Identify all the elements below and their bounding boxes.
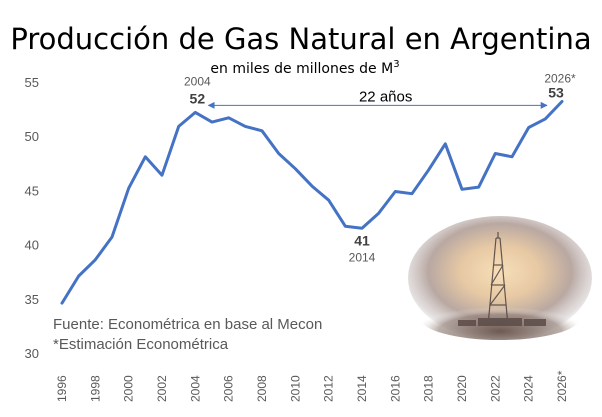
x-tick-label: 2010 bbox=[288, 375, 302, 402]
y-tick-label: 40 bbox=[25, 238, 39, 253]
x-tick-label: 2016 bbox=[388, 375, 402, 402]
y-tick-label: 55 bbox=[25, 75, 39, 90]
y-tick-label: 50 bbox=[25, 129, 39, 144]
x-tick-label: 2026* bbox=[555, 370, 569, 402]
x-tick-label: 2018 bbox=[422, 375, 436, 402]
x-tick-label: 2020 bbox=[455, 375, 469, 402]
x-axis-tick-labels: 1996 1998 2000 2002 2004 2006 2008 2010 2012 2014… bbox=[55, 370, 569, 402]
annotation-value: 52 bbox=[190, 90, 206, 106]
chart-subtitle-superscript: 3 bbox=[393, 59, 399, 70]
y-tick-label: 35 bbox=[25, 292, 39, 307]
estimate-note: *Estimación Econométrica bbox=[53, 336, 229, 353]
annotation-value: 53 bbox=[548, 85, 564, 101]
annotation-value: 41 bbox=[354, 232, 370, 248]
x-tick-label: 2004 bbox=[188, 375, 202, 402]
gas-drilling-rig-photo bbox=[408, 216, 592, 340]
y-axis-tick-labels: 30 35 40 45 50 55 bbox=[25, 75, 39, 361]
chart-title: Producción de Gas Natural en Argentina bbox=[10, 22, 591, 56]
x-tick-label: 2014 bbox=[355, 375, 369, 402]
x-tick-label: 2000 bbox=[122, 375, 136, 402]
chart-subtitle-main: en miles de millones de M bbox=[210, 61, 393, 77]
x-tick-label: 1996 bbox=[55, 375, 69, 402]
source-note: Fuente: Econométrica en base al Mecon bbox=[53, 316, 322, 333]
x-tick-label: 2006 bbox=[222, 375, 236, 402]
annotations: 2004 52 41 2014 2026*53 bbox=[184, 72, 576, 265]
series-line bbox=[60, 100, 564, 305]
x-tick-label: 2008 bbox=[255, 375, 269, 402]
y-tick-label: 45 bbox=[25, 183, 39, 198]
x-tick-label: 2024 bbox=[522, 375, 536, 402]
x-tick-label: 2012 bbox=[322, 375, 336, 402]
x-tick-label: 2022 bbox=[488, 375, 502, 402]
annotation-year: 2026* bbox=[544, 72, 576, 86]
annotation-year: 2014 bbox=[349, 250, 376, 264]
x-tick-label: 1998 bbox=[88, 375, 102, 402]
annotation-year: 2004 bbox=[184, 74, 211, 88]
y-tick-label: 30 bbox=[25, 346, 39, 361]
x-tick-label: 2002 bbox=[155, 375, 169, 402]
span-label: 22 años bbox=[359, 88, 412, 105]
chart-subtitle: en miles de millones de M3 bbox=[210, 59, 399, 77]
